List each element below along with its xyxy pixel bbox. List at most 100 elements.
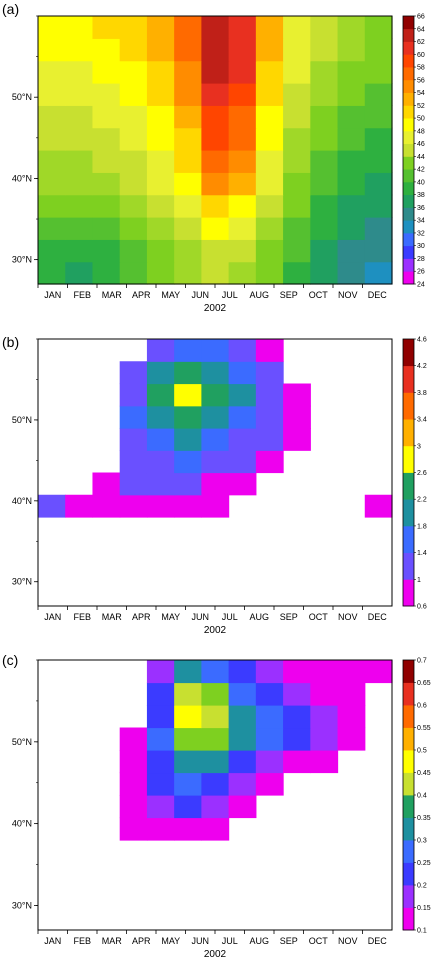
colorbar-swatch	[403, 220, 414, 234]
heatmap-cell	[283, 105, 311, 129]
heatmap-cell	[364, 194, 393, 218]
y-tick-label: 40°N	[12, 173, 32, 183]
x-tick-label: JUN	[192, 290, 210, 300]
heatmap-cell	[65, 127, 94, 151]
heatmap-cell	[92, 494, 121, 518]
heatmap-cell	[255, 428, 284, 451]
x-tick-label: SEP	[280, 612, 298, 622]
heatmap-cell	[65, 172, 94, 196]
heatmap-cell	[119, 450, 148, 474]
heatmap-cell	[337, 172, 366, 196]
heatmap-cell	[283, 750, 311, 774]
heatmap-cell	[228, 60, 257, 84]
x-axis-label: 2002	[204, 303, 227, 314]
heatmap-cell	[201, 194, 230, 218]
heatmap-cell	[65, 261, 94, 285]
colorbar-label: 0.65	[417, 680, 431, 687]
heatmap-cell	[255, 127, 284, 151]
heatmap-cell	[92, 172, 121, 196]
heatmap-cell	[201, 383, 230, 407]
heatmap-cell	[228, 38, 257, 62]
heatmap-cell	[174, 172, 202, 196]
heatmap-cell	[65, 150, 94, 173]
heatmap-cell	[310, 660, 339, 684]
heatmap-cell	[364, 660, 393, 684]
heatmap-cell	[364, 217, 393, 240]
heatmap-cell	[119, 172, 148, 196]
x-tick-label: FEB	[73, 612, 91, 622]
heatmap-cell	[255, 261, 284, 285]
colorbar-label: 58	[417, 65, 425, 72]
heatmap-cell	[364, 83, 393, 106]
heatmap-cell	[228, 261, 257, 285]
heatmap-cell	[146, 38, 175, 62]
heatmap-cell	[174, 705, 202, 729]
colorbar-swatch	[403, 258, 414, 272]
heatmap-cell	[174, 194, 202, 218]
heatmap-cell	[38, 494, 66, 518]
heatmap-cell	[174, 795, 202, 819]
x-tick-label: MAY	[161, 290, 180, 300]
heatmap-cell	[283, 38, 311, 62]
heatmap-cell	[255, 60, 284, 84]
heatmap-cell	[146, 428, 175, 451]
heatmap-cell	[228, 705, 257, 729]
colorbar-swatch	[403, 339, 414, 367]
y-tick-label: 40°N	[12, 819, 32, 829]
panel-label: (c)	[2, 652, 18, 668]
colorbar-swatch	[403, 525, 414, 553]
heatmap-cell	[146, 450, 175, 474]
heatmap-cell	[174, 405, 202, 429]
heatmap-cell	[65, 105, 94, 129]
heatmap-cell	[119, 239, 148, 263]
heatmap-cell	[201, 239, 230, 263]
x-tick-label: JUN	[192, 936, 210, 946]
x-tick-label: MAY	[161, 612, 180, 622]
heatmap-cell	[92, 472, 121, 496]
x-tick-label: APR	[132, 612, 151, 622]
heatmap-cell	[174, 83, 202, 106]
heatmap-cell	[65, 494, 94, 518]
colorbar-label: 48	[417, 128, 425, 135]
heatmap-cell	[283, 239, 311, 263]
heatmap-cell	[174, 261, 202, 285]
heatmap-cell	[255, 239, 284, 263]
x-tick-label: JAN	[44, 612, 61, 622]
heatmap-cell	[310, 239, 339, 263]
heatmap-cell	[228, 450, 257, 474]
heatmap-cell	[174, 772, 202, 796]
heatmap-cell	[201, 472, 230, 496]
heatmap-cell	[119, 83, 148, 106]
colorbar-label: 46	[417, 141, 425, 148]
heatmap-cell	[255, 660, 284, 684]
heatmap-cell	[146, 339, 175, 362]
colorbar-swatch	[403, 499, 414, 527]
heatmap-cell	[364, 172, 393, 196]
x-tick-label: OCT	[309, 290, 329, 300]
heatmap-cell	[146, 261, 175, 285]
panel-label: (b)	[2, 334, 19, 350]
colorbar-label: 0.4	[417, 793, 427, 800]
heatmap-cell	[38, 83, 66, 106]
colorbar-swatch	[403, 552, 414, 580]
heatmap-cell	[201, 727, 230, 751]
heatmap-cell	[146, 494, 175, 518]
heatmap-cell	[310, 217, 339, 240]
heatmap-cell	[146, 727, 175, 751]
colorbar-label: 0.5	[417, 748, 427, 755]
heatmap-cell	[310, 194, 339, 218]
heatmap-cell	[255, 38, 284, 62]
heatmap-cell	[255, 83, 284, 106]
heatmap-cell	[337, 83, 366, 106]
x-tick-label: JUN	[192, 612, 210, 622]
x-tick-label: SEP	[280, 936, 298, 946]
heatmap-cell	[201, 150, 230, 173]
heatmap-cell	[255, 172, 284, 196]
colorbar-label: 3.8	[417, 390, 427, 397]
heatmap-cell	[92, 194, 121, 218]
x-tick-label: NOV	[338, 612, 358, 622]
colorbar-label: 4.6	[417, 337, 427, 344]
heatmap-cell	[119, 727, 148, 751]
heatmap-cell	[174, 472, 202, 496]
colorbar-swatch	[403, 245, 414, 259]
